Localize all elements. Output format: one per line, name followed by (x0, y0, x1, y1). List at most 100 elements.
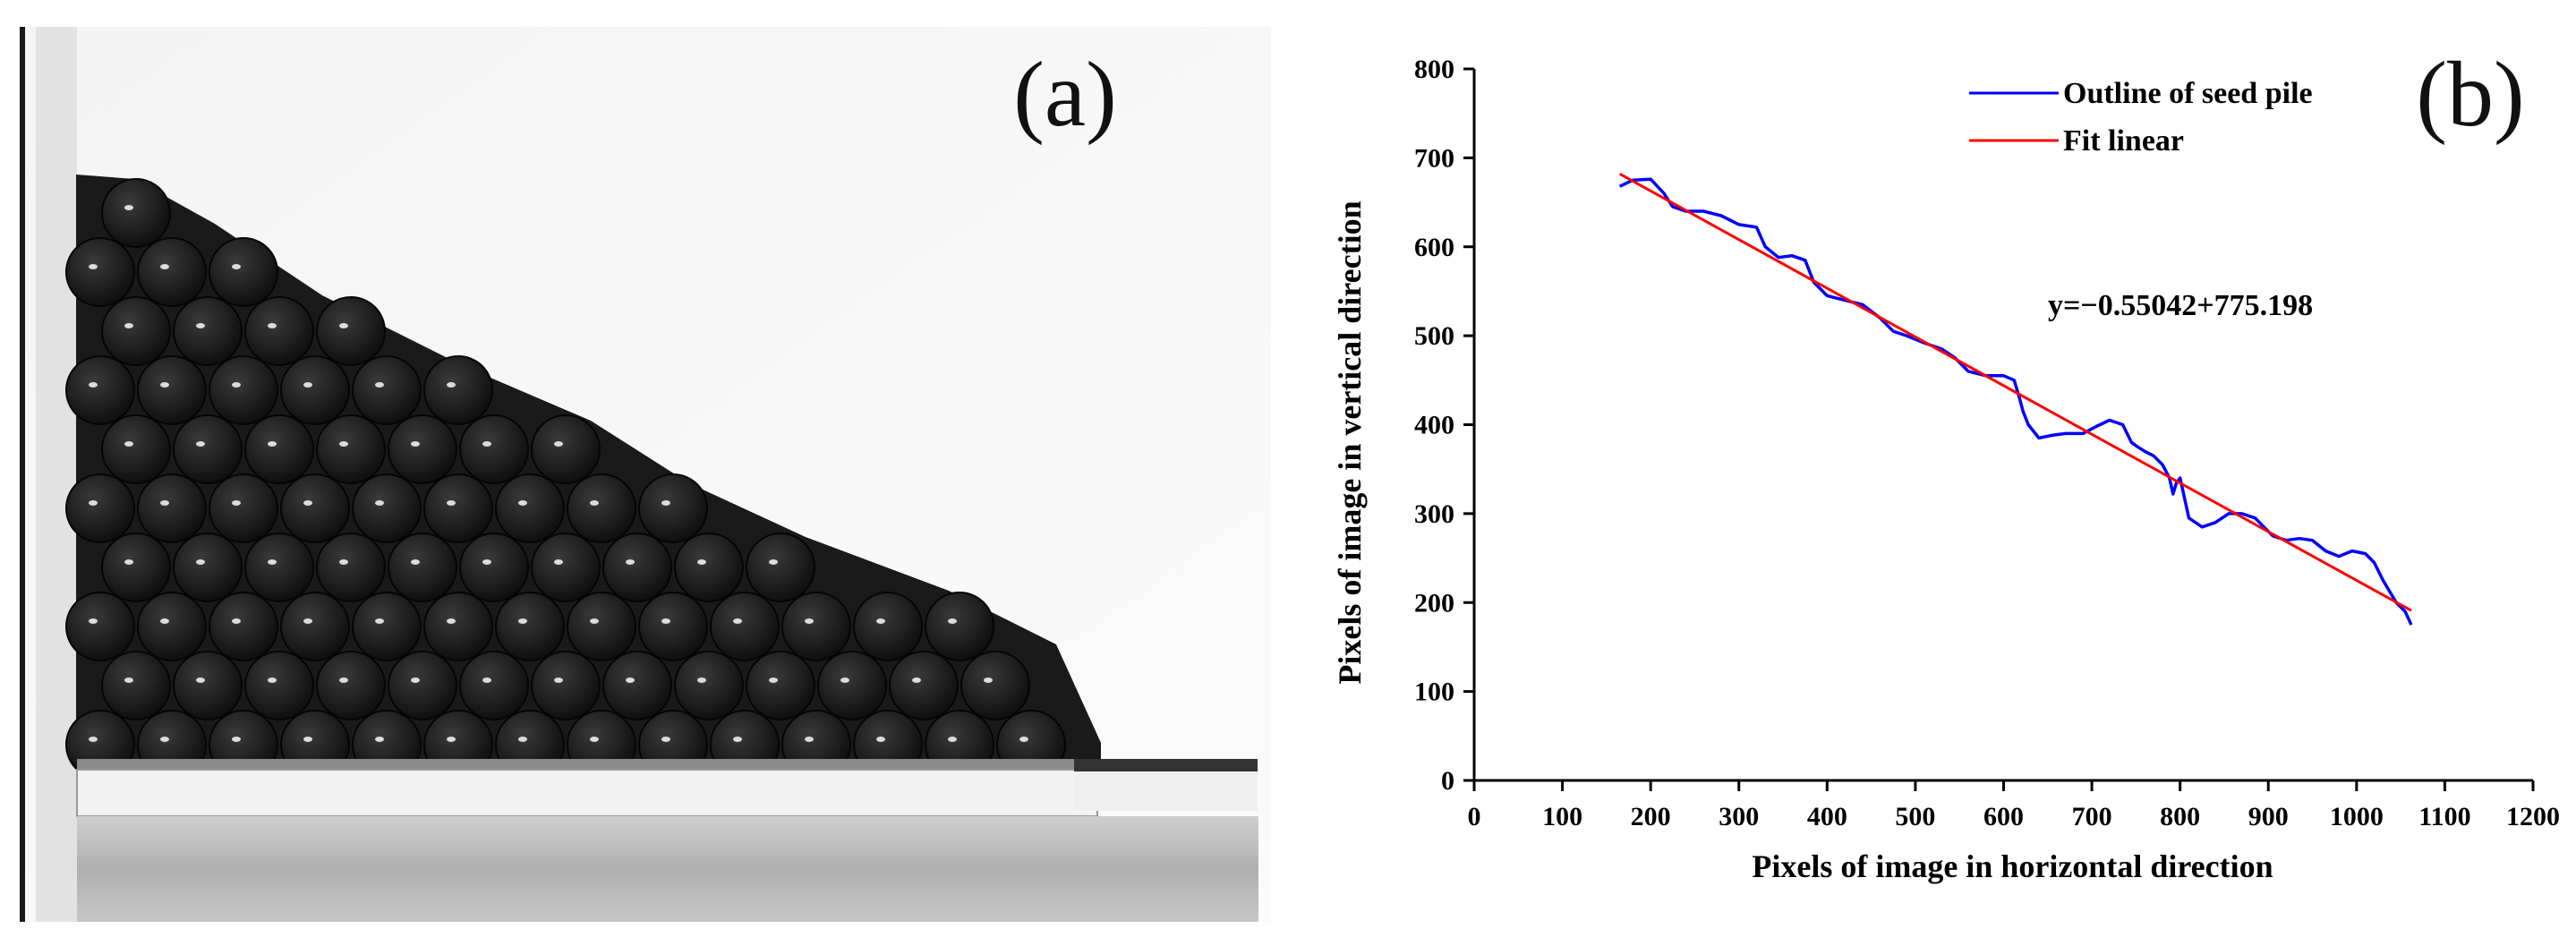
seed-highlight (948, 737, 957, 742)
seed (352, 473, 422, 543)
seed-highlight (232, 264, 241, 269)
seed (388, 414, 457, 484)
seed-highlight (840, 678, 849, 683)
y-tick-label: 200 (1414, 588, 1454, 618)
x-tick-label: 500 (1895, 802, 1935, 831)
seed-highlight (124, 323, 133, 328)
seed-highlight (626, 559, 635, 565)
shelf-rail-face (1074, 771, 1258, 811)
x-tick-label: 1200 (2506, 802, 2560, 831)
series-line-fit (1618, 172, 2412, 612)
panel-b-label: (b) (2416, 43, 2524, 146)
seed-highlight (626, 678, 635, 683)
seed-highlight (339, 678, 348, 683)
seed (244, 414, 314, 484)
seed (459, 651, 529, 720)
seed-highlight (160, 264, 169, 269)
seed (710, 592, 780, 661)
seed-highlight (876, 737, 885, 742)
seed-highlight (518, 618, 527, 624)
seed-highlight (196, 441, 205, 447)
seed-highlight (447, 500, 456, 506)
seed (280, 473, 350, 543)
seed (388, 533, 457, 602)
seed-highlight (124, 441, 133, 447)
seed-highlight (268, 559, 277, 565)
seed-highlight (232, 618, 241, 624)
x-tick-label: 200 (1631, 802, 1671, 831)
seed-highlight (447, 618, 456, 624)
seed (173, 296, 243, 366)
seed-highlight (518, 500, 527, 506)
legend-label-fit: Fit linear (2063, 124, 2184, 158)
seed (531, 533, 601, 602)
seed-highlight (590, 737, 599, 742)
x-tick-label: 800 (2160, 802, 2200, 831)
seed-highlight (590, 618, 599, 624)
y-axis-label: Pixels of image in vertical direction (1332, 200, 1368, 684)
seed-highlight (303, 382, 312, 388)
seed-highlight (303, 618, 312, 624)
y-tick-label: 800 (1414, 55, 1454, 84)
seed-highlight (232, 737, 241, 742)
seed (280, 592, 350, 661)
x-tick-label: 900 (2248, 802, 2289, 831)
seed (101, 651, 171, 720)
seed-highlight (482, 678, 491, 683)
seed-highlight (124, 678, 133, 683)
seed-highlight (912, 678, 921, 683)
seed-highlight (411, 559, 420, 565)
seed-highlight (160, 382, 169, 388)
x-tick-label: 700 (2072, 802, 2112, 831)
seed (209, 355, 278, 425)
seed-highlight (661, 737, 670, 742)
shelf-underside (77, 816, 1258, 922)
seed (173, 533, 243, 602)
seed (638, 592, 708, 661)
x-tick-label: 100 (1542, 802, 1582, 831)
seed (137, 355, 207, 425)
x-tick-label: 600 (1983, 802, 2024, 831)
seed-highlight (303, 737, 312, 742)
seed (674, 651, 744, 720)
seed-highlight (447, 382, 456, 388)
shelf-board (76, 769, 1098, 817)
seed-highlight (482, 441, 491, 447)
seed-highlight (805, 737, 814, 742)
seed (101, 533, 171, 602)
seed-highlight (232, 500, 241, 506)
seed (746, 533, 815, 602)
y-tick-label: 100 (1414, 678, 1454, 707)
seed (352, 592, 422, 661)
seed (137, 237, 207, 307)
seed-highlight (196, 678, 205, 683)
seed-highlight (196, 323, 205, 328)
seed-highlight (447, 737, 456, 742)
seed (65, 237, 135, 307)
seed-highlight (160, 500, 169, 506)
seed-highlight (268, 441, 277, 447)
seed-highlight (339, 559, 348, 565)
seed (173, 414, 243, 484)
seed (567, 473, 636, 543)
seed (101, 178, 171, 248)
y-tick-label: 700 (1414, 143, 1454, 173)
seed-highlight (89, 618, 98, 624)
shelf-edge-shadow (77, 759, 1097, 771)
seed (137, 592, 207, 661)
y-tick-label: 600 (1414, 233, 1454, 262)
legend-label-outline: Outline of seed pile (2063, 77, 2313, 110)
seed-highlight (339, 441, 348, 447)
seed (817, 651, 887, 720)
x-tick-label: 300 (1719, 802, 1759, 831)
seed (925, 592, 994, 661)
seed (101, 414, 171, 484)
seed (352, 355, 422, 425)
seed-highlight (303, 500, 312, 506)
photo-panel-a: (a) (0, 0, 1271, 942)
chart-panel-b: 0 100 200 300 400 500 600 700 800 900 1000 1100 1200… (1271, 0, 2576, 942)
seed-highlight (411, 441, 420, 447)
seed-highlight (554, 559, 563, 565)
seed-highlight (661, 618, 670, 624)
seed-highlight (160, 618, 169, 624)
